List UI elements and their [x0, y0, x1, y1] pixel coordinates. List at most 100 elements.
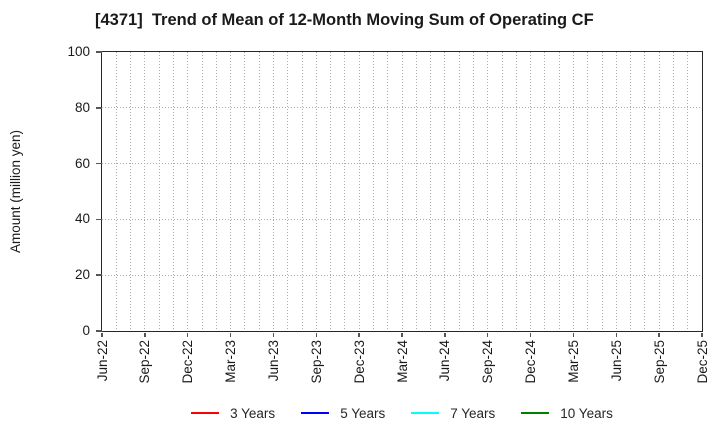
legend: 3 Years 5 Years 7 Years 10 Years: [102, 401, 702, 425]
v-gridline: [687, 52, 689, 331]
v-gridline: [558, 52, 560, 331]
x-tick-mark: [444, 332, 446, 337]
v-gridline: [158, 52, 160, 331]
y-axis-label-text: Amount (million yen): [8, 129, 24, 254]
v-gridline: [115, 52, 117, 331]
v-gridline: [287, 52, 289, 331]
v-gridline: [530, 52, 532, 331]
x-tick-mark: [529, 332, 532, 337]
v-gridline: [372, 52, 374, 331]
v-gridline: [144, 52, 146, 331]
plot-area: [101, 51, 703, 332]
legend-line-icon: [191, 411, 220, 415]
legend-line-icon: [521, 411, 550, 415]
x-tick-label: Dec-23: [351, 340, 367, 384]
v-gridline: [615, 52, 617, 331]
x-tick-label: Dec-24: [523, 340, 539, 384]
v-gridline: [430, 52, 432, 331]
v-gridline: [201, 52, 203, 331]
legend-item-3-years: 3 Years: [191, 406, 275, 421]
x-tick-mark: [572, 332, 575, 337]
y-tick-label: 20: [74, 267, 90, 283]
x-tick-label: Sep-25: [651, 340, 667, 384]
v-gridline: [644, 52, 646, 331]
y-tick-mark: [96, 162, 102, 165]
v-gridline: [344, 52, 346, 331]
x-tick-mark: [186, 332, 189, 337]
x-tick-mark: [315, 332, 318, 337]
legend-label: 7 Years: [450, 405, 496, 421]
y-tick-label: 80: [74, 99, 90, 115]
y-tick-label: 0: [82, 323, 90, 338]
x-tick-mark: [101, 332, 103, 337]
v-gridline: [387, 52, 389, 331]
y-tick-mark: [96, 107, 102, 109]
v-gridline: [187, 52, 189, 331]
y-tick-label: 40: [74, 211, 90, 227]
y-tick-mark: [96, 218, 102, 221]
x-tick-mark: [229, 332, 232, 337]
v-gridline: [230, 52, 232, 331]
v-gridline: [487, 52, 489, 331]
legend-item-5-years: 5 Years: [301, 406, 385, 421]
x-tick-label: Mar-25: [565, 340, 581, 383]
x-tick-label: Mar-24: [394, 340, 410, 383]
x-tick-mark: [401, 332, 403, 337]
v-gridline: [301, 52, 303, 331]
legend-label: 5 Years: [340, 405, 386, 421]
x-tick-label: Sep-23: [308, 340, 324, 384]
v-gridline: [130, 52, 132, 331]
v-gridline: [358, 52, 360, 331]
v-gridline: [630, 52, 632, 331]
v-gridline: [415, 52, 417, 331]
legend-label: 3 Years: [230, 405, 276, 421]
v-gridline: [215, 52, 217, 331]
x-tick-label: Dec-22: [180, 340, 196, 384]
x-tick-label: Jun-24: [437, 340, 453, 382]
v-gridline: [272, 52, 274, 331]
x-tick-mark: [701, 332, 703, 337]
v-gridline: [472, 52, 474, 331]
x-tick-label: Sep-24: [480, 340, 496, 384]
y-tick-mark: [96, 274, 102, 276]
legend-line-icon: [411, 411, 440, 415]
v-gridline: [601, 52, 603, 331]
v-gridline: [572, 52, 574, 331]
legend-label: 10 Years: [560, 405, 613, 421]
v-gridline: [444, 52, 446, 331]
v-gridline: [401, 52, 403, 331]
legend-item-7-years: 7 Years: [411, 406, 495, 421]
v-gridline: [172, 52, 174, 331]
x-tick-label: Jun-25: [608, 340, 624, 382]
x-tick-mark: [272, 332, 275, 337]
y-tick-mark: [96, 330, 102, 332]
legend-line-icon: [301, 411, 330, 415]
x-tick-mark: [615, 332, 618, 337]
v-gridline: [258, 52, 260, 331]
v-gridline: [315, 52, 317, 331]
v-gridline: [587, 52, 589, 331]
y-axis-label: Amount (million yen): [2, 52, 30, 331]
v-gridline: [330, 52, 332, 331]
x-tick-label: Dec-25: [694, 340, 710, 384]
y-tick-mark: [96, 51, 102, 53]
v-gridline: [658, 52, 660, 331]
x-tick-label: Jun-22: [94, 340, 110, 382]
y-tick-label: 60: [74, 155, 90, 171]
x-tick-mark: [358, 332, 360, 337]
x-tick-mark: [144, 332, 146, 337]
y-tick-label: 100: [67, 44, 90, 59]
x-tick-label: Jun-23: [265, 340, 281, 382]
x-tick-label: Sep-22: [137, 340, 153, 384]
x-tick-mark: [658, 332, 660, 337]
x-tick-label: Mar-23: [223, 340, 239, 383]
v-gridline: [672, 52, 674, 331]
x-tick-mark: [486, 332, 489, 337]
chart-title: [4371] Trend of Mean of 12-Month Moving …: [95, 11, 594, 29]
v-gridline: [244, 52, 246, 331]
v-gridline: [515, 52, 517, 331]
v-gridline: [544, 52, 546, 331]
v-gridline: [501, 52, 503, 331]
v-gridline: [458, 52, 460, 331]
